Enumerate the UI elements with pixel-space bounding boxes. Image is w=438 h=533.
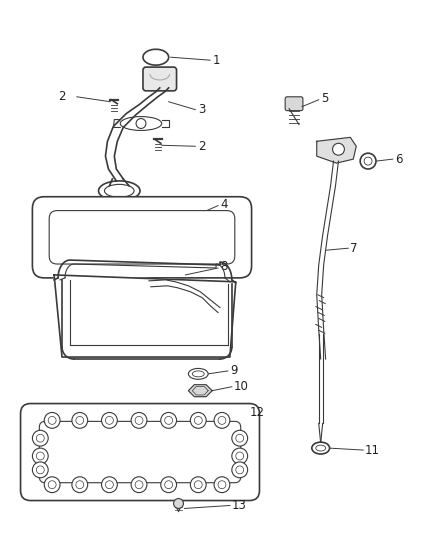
Circle shape xyxy=(102,413,117,429)
Text: 11: 11 xyxy=(365,443,380,457)
Circle shape xyxy=(44,477,60,492)
Circle shape xyxy=(161,477,177,492)
Circle shape xyxy=(332,143,344,155)
Circle shape xyxy=(76,416,84,424)
Circle shape xyxy=(218,416,226,424)
Circle shape xyxy=(131,477,147,492)
Circle shape xyxy=(32,462,48,478)
Circle shape xyxy=(135,481,143,489)
Circle shape xyxy=(76,481,84,489)
Polygon shape xyxy=(317,138,356,163)
Circle shape xyxy=(191,477,206,492)
Circle shape xyxy=(32,448,48,464)
Circle shape xyxy=(72,477,88,492)
Circle shape xyxy=(32,430,48,446)
Circle shape xyxy=(173,498,184,508)
Text: 4: 4 xyxy=(220,198,227,211)
Circle shape xyxy=(44,413,60,429)
Ellipse shape xyxy=(120,117,162,131)
Text: 7: 7 xyxy=(350,241,358,255)
Ellipse shape xyxy=(316,445,325,451)
Text: 13: 13 xyxy=(232,499,247,512)
Circle shape xyxy=(136,118,146,128)
Text: 2: 2 xyxy=(58,90,66,103)
FancyBboxPatch shape xyxy=(32,197,251,278)
Ellipse shape xyxy=(360,153,376,169)
Circle shape xyxy=(106,416,113,424)
Ellipse shape xyxy=(99,181,140,201)
Circle shape xyxy=(236,466,244,474)
Circle shape xyxy=(194,481,202,489)
Circle shape xyxy=(214,477,230,492)
Text: 5: 5 xyxy=(321,92,328,105)
Circle shape xyxy=(194,416,202,424)
Text: 8: 8 xyxy=(220,261,227,273)
Circle shape xyxy=(191,413,206,429)
Ellipse shape xyxy=(312,442,329,454)
Ellipse shape xyxy=(105,184,134,197)
Circle shape xyxy=(36,452,44,460)
Circle shape xyxy=(48,481,56,489)
Circle shape xyxy=(236,452,244,460)
Circle shape xyxy=(232,448,247,464)
Polygon shape xyxy=(188,385,212,397)
Ellipse shape xyxy=(364,157,372,165)
Circle shape xyxy=(36,466,44,474)
Circle shape xyxy=(236,434,244,442)
Text: 3: 3 xyxy=(198,103,206,116)
Text: 9: 9 xyxy=(230,365,237,377)
Circle shape xyxy=(232,462,247,478)
Text: 10: 10 xyxy=(234,380,249,393)
Circle shape xyxy=(135,416,143,424)
Circle shape xyxy=(214,413,230,429)
FancyBboxPatch shape xyxy=(39,422,241,483)
Circle shape xyxy=(48,416,56,424)
Ellipse shape xyxy=(192,371,204,377)
Circle shape xyxy=(232,430,247,446)
FancyBboxPatch shape xyxy=(285,97,303,111)
Ellipse shape xyxy=(188,368,208,379)
Circle shape xyxy=(218,481,226,489)
Circle shape xyxy=(36,434,44,442)
Circle shape xyxy=(165,416,173,424)
Circle shape xyxy=(106,481,113,489)
Circle shape xyxy=(102,477,117,492)
Text: 12: 12 xyxy=(250,406,265,419)
Polygon shape xyxy=(54,275,236,357)
FancyBboxPatch shape xyxy=(21,403,259,500)
Circle shape xyxy=(131,413,147,429)
FancyBboxPatch shape xyxy=(49,211,235,264)
Circle shape xyxy=(165,481,173,489)
Text: 6: 6 xyxy=(395,152,402,166)
Circle shape xyxy=(72,413,88,429)
FancyBboxPatch shape xyxy=(143,67,177,91)
Text: 2: 2 xyxy=(198,140,206,153)
Circle shape xyxy=(161,413,177,429)
Text: 1: 1 xyxy=(213,54,221,67)
